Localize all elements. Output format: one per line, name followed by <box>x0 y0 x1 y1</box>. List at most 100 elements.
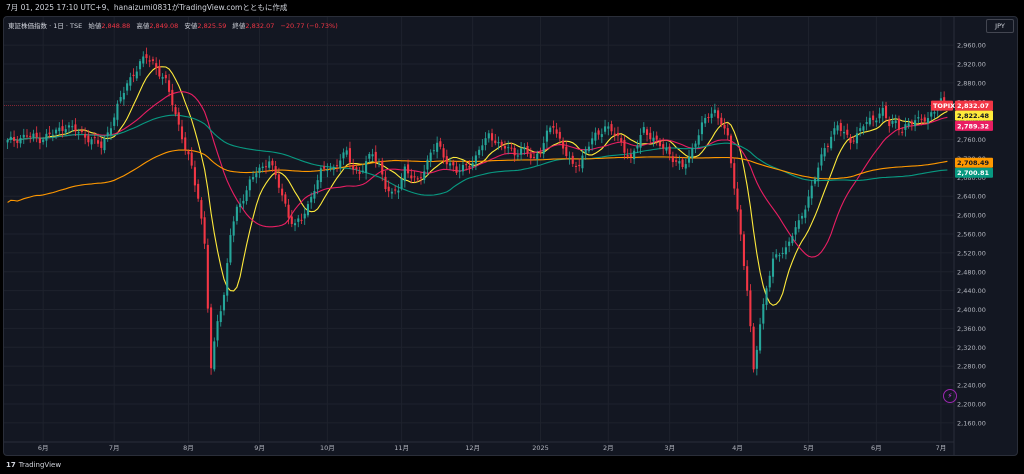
candle <box>613 133 616 136</box>
footer-brand: TradingView <box>18 461 62 469</box>
candle <box>510 147 513 149</box>
candle <box>35 132 38 138</box>
lightning-icon[interactable]: ⚡ <box>943 389 957 403</box>
candle <box>881 107 884 116</box>
candle <box>293 223 297 226</box>
candle <box>326 169 329 171</box>
candle <box>339 160 342 169</box>
candle <box>623 139 626 153</box>
candle <box>707 117 710 119</box>
candle <box>807 196 810 208</box>
candle <box>742 234 745 266</box>
candle <box>765 288 768 305</box>
candle <box>820 154 823 166</box>
candle <box>539 152 542 154</box>
candle <box>726 128 729 136</box>
candle <box>678 161 681 164</box>
candle <box>187 151 190 155</box>
open-value: 2,848.88 <box>101 22 131 30</box>
y-tick-label: 2,280.00 <box>957 363 986 371</box>
candle <box>736 188 739 210</box>
candle <box>51 134 54 136</box>
candle <box>290 216 293 224</box>
chart-panel[interactable]: 2,160.00 2,200.00 2,240.00 2,280.00 2,320.00… <box>3 16 1018 456</box>
candle <box>206 244 209 309</box>
candle <box>151 59 154 61</box>
candle <box>626 155 629 157</box>
y-tick-label: 2,400.00 <box>957 306 986 314</box>
y-tick-label: 2,520.00 <box>957 249 986 257</box>
candle <box>597 130 600 135</box>
candle <box>729 135 733 164</box>
candle <box>109 128 113 135</box>
candle <box>642 127 645 133</box>
candle <box>649 132 652 140</box>
ohlc-legend: 東証株価指数 · 1日 · TSE 始値2,848.88 高値2,849.08 … <box>8 20 338 30</box>
candle <box>193 167 196 186</box>
candle <box>442 148 445 158</box>
candle <box>478 149 481 155</box>
candle <box>80 130 83 132</box>
candle <box>197 183 200 199</box>
candle <box>862 126 865 131</box>
candle <box>148 60 151 62</box>
candle <box>536 153 539 160</box>
candle <box>255 173 258 178</box>
candle <box>872 115 875 120</box>
candle <box>368 153 371 159</box>
candle <box>397 190 400 193</box>
y-tick-label: 2,240.00 <box>957 382 986 390</box>
candle <box>248 179 251 191</box>
x-tick-label: 11月 <box>394 444 409 452</box>
currency-button[interactable]: JPY <box>986 19 1014 33</box>
candle <box>200 200 203 219</box>
candle <box>920 118 923 120</box>
x-tick-label: 7月 <box>936 444 947 452</box>
candle <box>13 137 16 141</box>
candle <box>381 160 384 175</box>
candle <box>258 167 261 173</box>
tradingview-logo-icon: 17 <box>6 461 16 469</box>
candle <box>426 159 429 170</box>
low-label: 安値 <box>184 22 198 30</box>
candle <box>662 144 665 149</box>
candle <box>32 133 35 138</box>
candle <box>713 109 716 113</box>
candle <box>604 126 607 132</box>
moving-average-line-2 <box>7 114 948 196</box>
x-tick-label: 12月 <box>465 444 480 452</box>
price-chart[interactable]: 2,160.00 2,200.00 2,240.00 2,280.00 2,320.00… <box>4 17 1017 455</box>
candle <box>943 97 946 104</box>
candle <box>310 196 313 203</box>
candle <box>9 136 12 140</box>
candle <box>923 117 926 122</box>
candle <box>429 152 432 162</box>
symbol-label[interactable]: 東証株価指数 · 1日 · TSE <box>8 22 83 30</box>
moving-average-line-0 <box>7 66 948 306</box>
snapshot-title: 7月 01, 2025 17:10 UTC+9、hanaizumi0831がTr… <box>6 3 288 12</box>
candle <box>910 121 913 125</box>
candle <box>549 127 552 133</box>
candle <box>216 321 219 341</box>
candle <box>917 117 920 119</box>
candle <box>481 145 484 151</box>
candle <box>788 241 791 246</box>
candle <box>245 190 248 202</box>
candle <box>264 166 268 168</box>
candle <box>316 180 319 190</box>
x-tick-label: 10月 <box>320 444 335 452</box>
candle <box>771 258 775 277</box>
candle <box>526 146 529 154</box>
candle <box>416 178 419 180</box>
candle <box>791 236 794 244</box>
candle <box>565 146 568 157</box>
candle <box>332 167 335 170</box>
x-tick-label: 2月 <box>603 444 614 452</box>
candle <box>710 113 713 118</box>
candle <box>138 61 142 70</box>
low-value: 2,825.59 <box>197 22 227 30</box>
change-value: −20.77 (−0.73%) <box>280 22 338 30</box>
candle <box>933 112 936 114</box>
candle <box>752 326 755 370</box>
candle <box>868 117 871 125</box>
